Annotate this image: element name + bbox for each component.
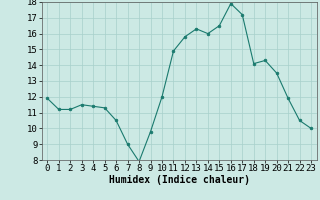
X-axis label: Humidex (Indice chaleur): Humidex (Indice chaleur) [109, 175, 250, 185]
